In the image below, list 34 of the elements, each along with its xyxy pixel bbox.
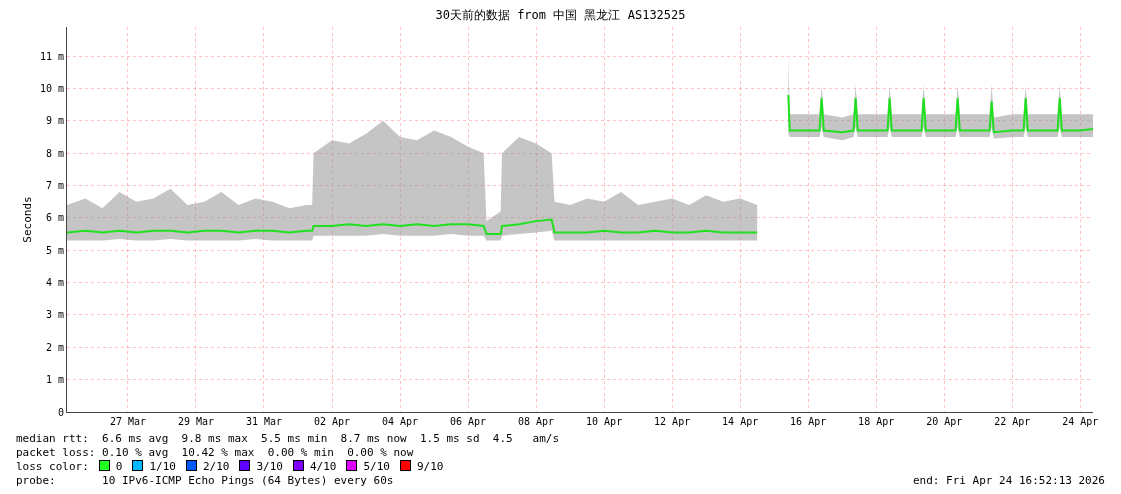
y-tick-label: 0: [57, 406, 64, 418]
text: loss color: 0 1/10 2/10 3/10 4/10 5/10 9/10: [16, 460, 444, 473]
x-tick-label: 14 Apr: [722, 416, 759, 427]
x-tick-label: 12 Apr: [654, 416, 691, 427]
text: end: Fri Apr 24 16:52:13 2026: [912, 474, 1105, 488]
x-tick-label: 29 Mar: [177, 416, 215, 427]
y-tick-label: 2 m: [45, 341, 64, 353]
x-tick-label: 04 Apr: [381, 416, 419, 427]
y-tick-label: 9 m: [45, 115, 64, 127]
text: median rtt: 6.6 ms avg 9.8 ms max 5.5 ms min 8.7 ms now 1.5 ms sd 4.5 am/s: [16, 432, 561, 446]
y-tick-label: 3 m: [45, 309, 64, 321]
y-tick-label: 6 m: [45, 212, 64, 224]
text: packet loss: 0.10 % avg 10.42 % max 0.00 % min 0.00 % now: [16, 446, 415, 460]
x-tick-label: 08 Apr: [518, 416, 555, 427]
y-axis-title: Seconds: [20, 196, 34, 243]
y-tick-label: 1 m: [45, 374, 64, 386]
y-tick-label: 8 m: [45, 147, 64, 159]
y-tick-label: 10 m: [39, 82, 64, 94]
x-tick-label: 06 Apr: [449, 416, 487, 427]
x-tick-label: 31 Mar: [245, 416, 283, 427]
x-tick-label: 27 Mar: [109, 416, 146, 427]
text: probe: 10 IPv6-ICMP Echo Pings (64 Bytes) every 60s: [16, 474, 394, 487]
x-tick-label: 16 Apr: [790, 416, 827, 427]
y-tick-label: 7 m: [45, 180, 64, 192]
x-tick-label: 22 Apr: [994, 416, 1031, 427]
y-tick-label: 4 m: [45, 277, 64, 289]
x-tick-label: 18 Apr: [858, 416, 895, 427]
x-tick-label: 20 Apr: [926, 416, 963, 427]
y-tick-label: 11 m: [39, 50, 64, 62]
x-tick-label: 24 Apr: [1062, 416, 1099, 427]
x-tick-label: 02 Apr: [313, 416, 351, 427]
y-tick-label: 5 m: [45, 244, 64, 256]
x-tick-label: 10 Apr: [586, 416, 623, 427]
chart-title: 30天前的数据 from 中国 黑龙江 AS132525: [435, 8, 686, 23]
